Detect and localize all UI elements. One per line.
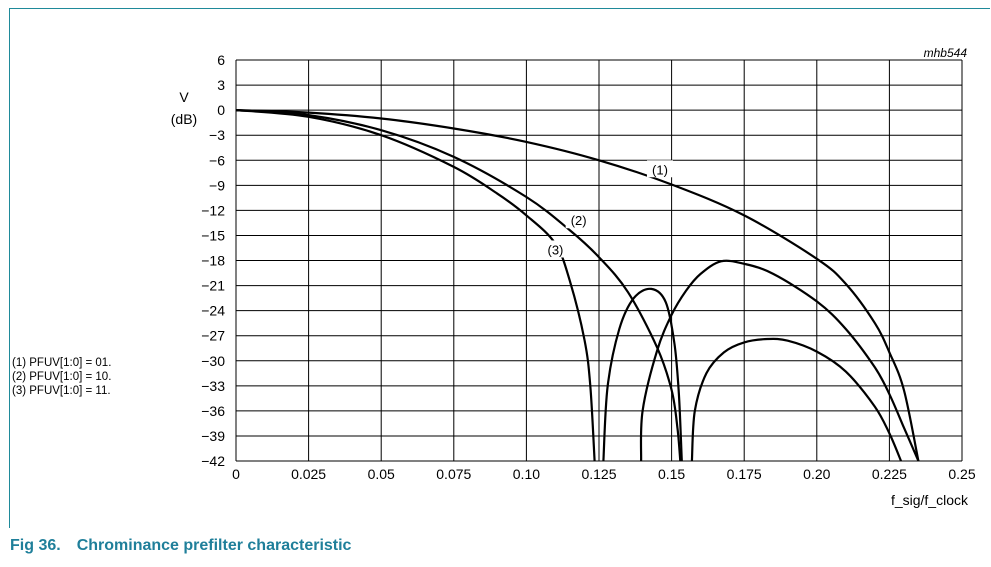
curve-2 [235, 109, 682, 462]
y-tick-label: −18 [201, 253, 225, 269]
x-tick-label: 0.10 [513, 466, 540, 482]
x-tick-label: 0.15 [658, 466, 685, 482]
curve-3 [639, 259, 920, 462]
figure-frame [9, 8, 990, 528]
y-tick-label: −27 [201, 328, 225, 344]
curves [235, 109, 920, 462]
x-tick-label: 0.125 [581, 466, 616, 482]
x-tick-label: 0.25 [948, 466, 975, 482]
y-tick-label: −42 [201, 453, 225, 469]
ylabel-v: V [179, 89, 189, 105]
legend-note-3: (3) PFUV[1:0] = 11. [12, 385, 111, 397]
x-tick-label: 0.225 [872, 466, 907, 482]
y-tick-label: 0 [217, 102, 225, 118]
figure-number: Fig 36. [10, 537, 61, 554]
y-tick-label: −30 [201, 353, 225, 369]
curve-4 [235, 109, 596, 462]
curve-labels: (1) (2) (3) [542, 160, 673, 258]
y-tick-label: −3 [209, 127, 225, 143]
ylabel-db: (dB) [171, 111, 197, 127]
curve-label: (3) [547, 242, 563, 257]
y-tick-label: −12 [201, 202, 225, 218]
x-tick-label: 0.025 [291, 466, 326, 482]
x-tick-label: 0.075 [436, 466, 471, 482]
grid [235, 59, 963, 462]
figure-title: Chrominance prefilter characteristic [76, 537, 352, 554]
y-tick-label: −6 [209, 152, 225, 168]
y-tick-label: 6 [217, 52, 225, 68]
curve-5 [602, 287, 683, 462]
y-tick-label: −33 [201, 378, 225, 394]
x-tick-label: 0.20 [803, 466, 830, 482]
axis-labels: 0 0.025 0.05 0.075 0.10 0.125 0.15 0.175 0.20 0.2… [201, 52, 976, 482]
curve-label-background [565, 211, 592, 229]
legend-note-1: (1) PFUV[1:0] = 01. [12, 357, 112, 369]
x-tick-label: 0.05 [368, 466, 395, 482]
curve-label-background [646, 160, 673, 178]
y-tick-label: 3 [217, 77, 225, 93]
y-tick-label: −36 [201, 403, 225, 419]
y-tick-label: −9 [209, 177, 225, 193]
curve-1 [235, 109, 920, 462]
curve-legend-notes: (1) PFUV[1:0] = 01. (2) PFUV[1:0] = 10. … [12, 356, 111, 398]
y-tick-label: −24 [201, 303, 225, 319]
curve-6 [690, 337, 903, 462]
curve-label-background [542, 240, 569, 258]
figure-code: mhb544 [924, 46, 968, 60]
figure-caption: Fig 36. Chrominance prefilter characteris… [10, 537, 351, 555]
legend-note-2: (2) PFUV[1:0] = 10. [12, 371, 112, 383]
curve-label: (1) [652, 162, 668, 177]
x-tick-label: 0 [232, 466, 240, 482]
y-tick-label: −15 [201, 227, 225, 243]
curve-label: (2) [571, 213, 587, 228]
xlabel: f_sig/f_clock [891, 492, 969, 508]
x-tick-label: 0.175 [727, 466, 762, 482]
y-tick-label: −39 [201, 428, 225, 444]
y-tick-label: −21 [201, 278, 225, 294]
